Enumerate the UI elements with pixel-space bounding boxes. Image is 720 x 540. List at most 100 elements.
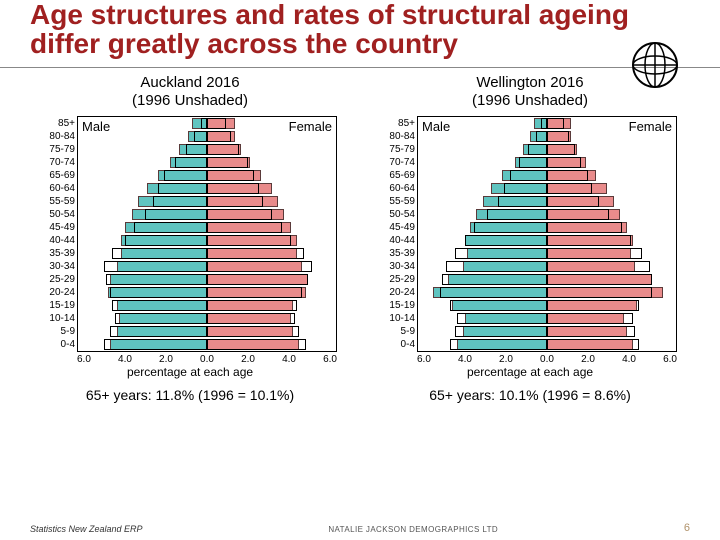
female-bar-1996: [207, 131, 231, 142]
male-bar-1996: [106, 274, 207, 285]
population-pyramid: Wellington 2016(1996 Unshaded)85+80-8475…: [360, 74, 700, 403]
pyramid-row: [418, 130, 676, 143]
female-bar-1996: [207, 339, 306, 350]
pyramid-row: [418, 221, 676, 234]
pyramid-row: [418, 273, 676, 286]
pyramid-row: [418, 260, 676, 273]
male-bar-1996: [112, 248, 207, 259]
female-bar-1996: [207, 209, 272, 220]
male-bar-1996: [455, 248, 547, 259]
female-bar-1996: [547, 209, 609, 220]
male-bar-1996: [110, 287, 207, 298]
pyramid-row: [78, 117, 336, 130]
female-bar-1996: [547, 287, 652, 298]
female-bar-1996: [547, 196, 599, 207]
slide-title: Age structures and rates of structural a…: [0, 0, 720, 68]
pyramid-row: [78, 273, 336, 286]
female-bar-1996: [547, 131, 569, 142]
female-bar-1996: [207, 287, 302, 298]
male-bar-1996: [175, 157, 207, 168]
male-bar-1996: [164, 170, 207, 181]
female-bar-1996: [207, 235, 291, 246]
pyramid-row: [78, 312, 336, 325]
male-bar-1996: [112, 300, 207, 311]
female-bar-1996: [547, 248, 642, 259]
pyramid-row: [78, 247, 336, 260]
x-axis-ticks: 6.04.02.00.02.04.06.0: [77, 354, 337, 365]
female-bar-1996: [547, 183, 592, 194]
pyramid-row: [418, 169, 676, 182]
pyramid-row: [78, 169, 336, 182]
male-bar-1996: [442, 274, 547, 285]
female-bar-1996: [207, 261, 312, 272]
male-bar-1996: [498, 196, 547, 207]
male-bar-1996: [474, 222, 547, 233]
male-bar-1996: [104, 261, 207, 272]
female-bar-1996: [207, 248, 304, 259]
female-bar-1996: [207, 196, 263, 207]
pyramid-row: [418, 312, 676, 325]
x-axis-label: percentage at each age: [127, 365, 253, 379]
globe-icon: [630, 40, 680, 90]
female-bar-1996: [547, 339, 639, 350]
male-bar-1996: [194, 131, 207, 142]
female-bar-1996: [207, 144, 239, 155]
pyramid-row: [78, 195, 336, 208]
female-bar-1996: [547, 300, 639, 311]
pyramid-plot: MaleFemale: [77, 116, 337, 352]
pyramid-row: [418, 117, 676, 130]
pyramid-row: [78, 260, 336, 273]
age-axis-labels: 85+80-8475-7970-7465-6960-6455-5950-5445…: [43, 116, 77, 352]
male-bar-1996: [519, 157, 547, 168]
page-number: 6: [684, 522, 690, 534]
female-bar-1996: [207, 326, 299, 337]
x-axis-label: percentage at each age: [467, 365, 593, 379]
pyramid-plot: MaleFemale: [417, 116, 677, 352]
pyramid-row: [418, 156, 676, 169]
pyramid-row: [78, 143, 336, 156]
female-bar-1996: [547, 261, 650, 272]
female-bar-1996: [547, 144, 575, 155]
pyramid-row: [418, 325, 676, 338]
population-pyramid: Auckland 2016(1996 Unshaded) 85+80-8475-7…: [20, 74, 360, 403]
female-bar-1996: [207, 222, 282, 233]
male-bar-1996: [528, 144, 547, 155]
pyramid-row: [418, 195, 676, 208]
pyramid-row: [418, 143, 676, 156]
male-bar-1996: [487, 209, 547, 220]
pyramid-row: [78, 182, 336, 195]
male-bar-1996: [158, 183, 207, 194]
male-bar-1996: [455, 326, 547, 337]
male-bar-1996: [457, 313, 547, 324]
male-bar-1996: [145, 209, 207, 220]
pyramid-row: [418, 247, 676, 260]
chart-caption: 65+ years: 11.8% (1996 = 10.1%): [86, 387, 294, 403]
female-bar-1996: [207, 170, 254, 181]
pyramid-row: [418, 299, 676, 312]
male-bar-1996: [450, 339, 547, 350]
male-bar-1996: [465, 235, 547, 246]
pyramid-row: [418, 208, 676, 221]
chart-title: Auckland 2016(1996 Unshaded): [132, 74, 248, 110]
pyramid-row: [78, 130, 336, 143]
male-bar-1996: [115, 313, 207, 324]
pyramid-row: [78, 208, 336, 221]
footer: Statistics New Zealand ERP NATALIE JACKS…: [0, 522, 720, 534]
pyramid-row: [78, 286, 336, 299]
male-bar-1996: [186, 144, 208, 155]
female-bar-1996: [547, 157, 581, 168]
pyramid-row: [418, 286, 676, 299]
male-bar-1996: [450, 300, 547, 311]
male-bar-1996: [153, 196, 207, 207]
pyramid-row: [78, 221, 336, 234]
male-bar-1996: [104, 339, 207, 350]
pyramid-row: [78, 325, 336, 338]
female-bar-1996: [207, 183, 259, 194]
female-bar-1996: [547, 326, 635, 337]
female-bar-1996: [207, 313, 295, 324]
female-bar-1996: [207, 118, 226, 129]
chart-caption: 65+ years: 10.1% (1996 = 8.6%): [429, 387, 631, 403]
pyramid-row: [418, 234, 676, 247]
female-bar-1996: [547, 118, 564, 129]
footer-center: NATALIE JACKSON DEMOGRAPHICS LTD: [328, 525, 498, 534]
